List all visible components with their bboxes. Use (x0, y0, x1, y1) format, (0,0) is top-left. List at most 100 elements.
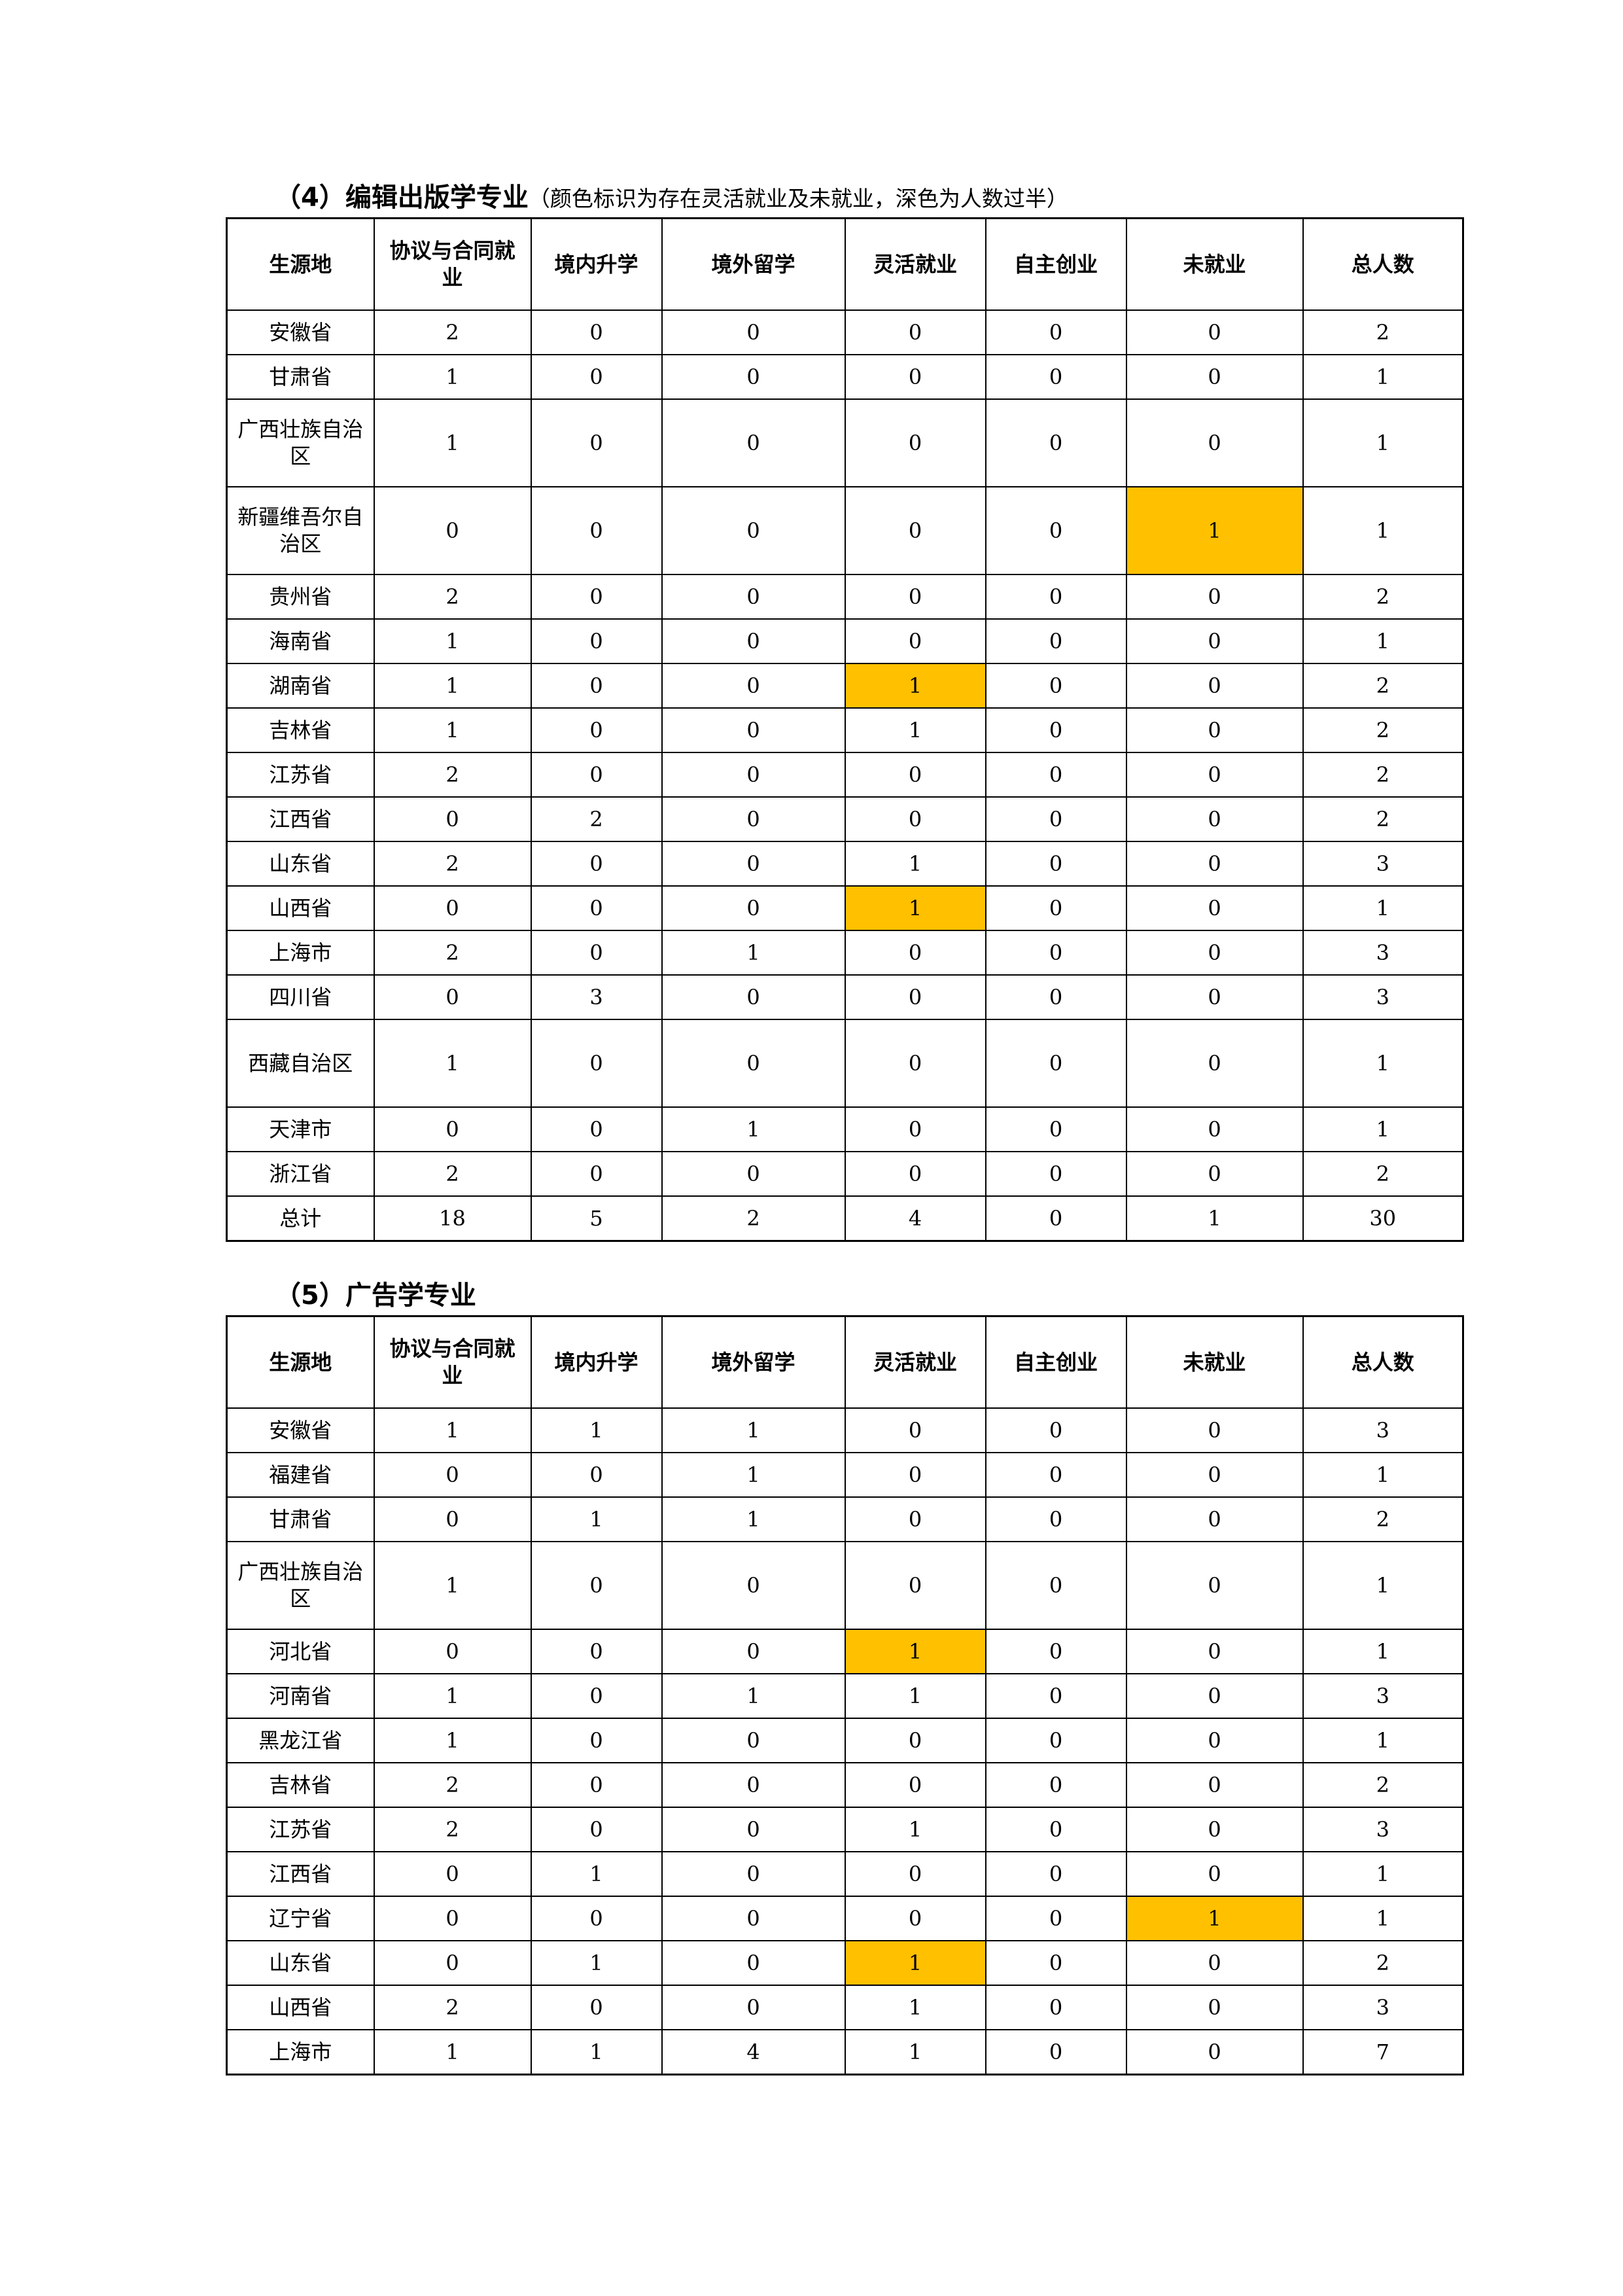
cell-domestic: 0 (530, 885, 663, 931)
table-row: 黑龙江省 1 0 0 0 0 0 1 (226, 1718, 1464, 1763)
cell-unemployed: 0 (1125, 1985, 1304, 2030)
cell-overseas: 1 (661, 1452, 846, 1498)
cell-total: 2 (1302, 1151, 1464, 1197)
cell-flexible: 0 (844, 354, 986, 400)
cell-flexible: 1 (844, 663, 986, 709)
table-advertising: 生源地 协议与合同就业 境内升学 境外留学 灵活就业 自主创业 未就业 总人数 … (226, 1315, 1464, 2075)
cell-contract: 0 (373, 1452, 532, 1498)
section-5-heading: （5）广告学专业 (0, 1282, 1623, 1309)
cell-startup: 0 (985, 1807, 1127, 1852)
table-row: 江西省 0 2 0 0 0 0 2 (226, 796, 1464, 842)
origin-cell: 上海市 (226, 930, 375, 976)
cell-overseas: 0 (661, 1629, 846, 1674)
table-row: 河北省 0 0 0 1 0 0 1 (226, 1629, 1464, 1674)
cell-overseas: 0 (661, 1940, 846, 1986)
cell-startup: 0 (985, 752, 1127, 798)
cell-flexible: 0 (844, 618, 986, 664)
cell-unemployed: 0 (1125, 841, 1304, 887)
cell-domestic: 0 (530, 1629, 663, 1674)
col-header-overseas: 境外留学 (661, 1315, 846, 1409)
cell-domestic: 0 (530, 1452, 663, 1498)
table-body: 安徽省 1 1 1 0 0 0 3 福建省 0 0 1 0 0 0 1 甘肃省 0 1 1 0 0 0 2 广西壮族自治区 1 0 0… (226, 1407, 1464, 2075)
section-4-heading: （4）编辑出版学专业（颜色标识为存在灵活就业及未就业，深色为人数过半） (0, 185, 1623, 211)
cell-unemployed: 0 (1125, 1762, 1304, 1808)
cell-overseas: 2 (661, 1195, 846, 1242)
cell-unemployed: 0 (1125, 1407, 1304, 1453)
cell-unemployed: 1 (1125, 486, 1304, 575)
table-row: 河南省 1 0 1 1 0 0 3 (226, 1673, 1464, 1719)
cell-overseas: 1 (661, 1496, 846, 1542)
cell-contract: 0 (373, 1940, 532, 1986)
cell-domestic: 1 (530, 1940, 663, 1986)
section-advertising: （5）广告学专业 生源地 协议与合同就业 境内升学 境外留学 灵活就业 自主创业… (0, 1282, 1623, 2075)
table-row: 贵州省 2 0 0 0 0 0 2 (226, 574, 1464, 620)
cell-flexible: 0 (844, 1019, 986, 1108)
cell-domestic: 0 (530, 1541, 663, 1630)
cell-unemployed: 0 (1125, 309, 1304, 355)
cell-domestic: 0 (530, 1896, 663, 1941)
cell-startup: 0 (985, 707, 1127, 753)
origin-cell: 江苏省 (226, 752, 375, 798)
col-header-contract: 协议与合同就业 (373, 1315, 532, 1409)
origin-cell: 河北省 (226, 1629, 375, 1674)
cell-contract: 2 (373, 752, 532, 798)
cell-flexible: 0 (844, 1407, 986, 1453)
cell-flexible: 0 (844, 1851, 986, 1897)
col-header-total: 总人数 (1302, 1315, 1464, 1409)
origin-cell: 山西省 (226, 1985, 375, 2030)
table-row: 海南省 1 0 0 0 0 0 1 (226, 618, 1464, 664)
cell-flexible: 1 (844, 1985, 986, 2030)
cell-total: 1 (1302, 618, 1464, 664)
table-row: 上海市 2 0 1 0 0 0 3 (226, 930, 1464, 976)
cell-unemployed: 0 (1125, 796, 1304, 842)
cell-total: 30 (1302, 1195, 1464, 1242)
section-4-note: （颜色标识为存在灵活就业及未就业，深色为人数过半） (528, 186, 1068, 211)
cell-domestic: 1 (530, 1851, 663, 1897)
cell-contract: 2 (373, 841, 532, 887)
cell-startup: 0 (985, 354, 1127, 400)
cell-unemployed: 0 (1125, 1106, 1304, 1152)
section-4-title: （4）编辑出版学专业 (275, 183, 529, 213)
cell-contract: 2 (373, 309, 532, 355)
cell-domestic: 1 (530, 1496, 663, 1542)
total-label-cell: 总计 (226, 1195, 375, 1242)
table-row: 安徽省 1 1 1 0 0 0 3 (226, 1407, 1464, 1453)
cell-contract: 1 (373, 1019, 532, 1108)
cell-flexible: 0 (844, 1762, 986, 1808)
table-row: 吉林省 1 0 0 1 0 0 2 (226, 707, 1464, 753)
col-header-unemployed: 未就业 (1125, 1315, 1304, 1409)
cell-unemployed: 0 (1125, 1151, 1304, 1197)
cell-overseas: 0 (661, 1985, 846, 2030)
table-row: 安徽省 2 0 0 0 0 0 2 (226, 309, 1464, 355)
cell-flexible: 0 (844, 1718, 986, 1763)
origin-cell: 甘肃省 (226, 354, 375, 400)
cell-startup: 0 (985, 1496, 1127, 1542)
cell-startup: 0 (985, 1718, 1127, 1763)
cell-total: 1 (1302, 486, 1464, 575)
cell-unemployed: 0 (1125, 1629, 1304, 1674)
cell-total: 3 (1302, 841, 1464, 887)
cell-unemployed: 0 (1125, 1851, 1304, 1897)
cell-contract: 2 (373, 1985, 532, 2030)
table-row: 广西壮族自治区 1 0 0 0 0 0 1 (226, 398, 1464, 487)
cell-total: 1 (1302, 398, 1464, 487)
cell-contract: 1 (373, 1718, 532, 1763)
cell-overseas: 0 (661, 707, 846, 753)
cell-total: 2 (1302, 574, 1464, 620)
cell-flexible: 1 (844, 1807, 986, 1852)
cell-flexible: 0 (844, 752, 986, 798)
cell-domestic: 2 (530, 796, 663, 842)
cell-overseas: 0 (661, 1807, 846, 1852)
cell-total: 1 (1302, 354, 1464, 400)
cell-startup: 0 (985, 663, 1127, 709)
cell-total: 3 (1302, 974, 1464, 1020)
cell-overseas: 4 (661, 2029, 846, 2075)
cell-startup: 0 (985, 841, 1127, 887)
cell-flexible: 0 (844, 1896, 986, 1941)
cell-unemployed: 0 (1125, 1940, 1304, 1986)
cell-unemployed: 0 (1125, 354, 1304, 400)
cell-startup: 0 (985, 1896, 1127, 1941)
table-row: 新疆维吾尔自治区 0 0 0 0 0 1 1 (226, 486, 1464, 575)
col-header-startup: 自主创业 (985, 217, 1127, 311)
cell-unemployed: 0 (1125, 885, 1304, 931)
